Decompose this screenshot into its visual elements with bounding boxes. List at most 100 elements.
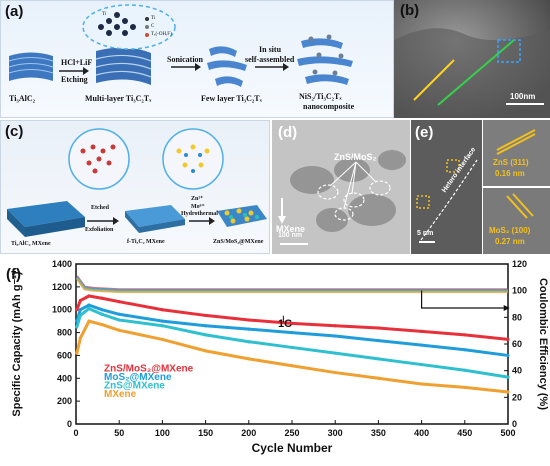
data-point [420, 382, 424, 386]
y2-tick-label: 40 [512, 366, 522, 376]
particle-circle-3 [369, 180, 391, 196]
data-point [376, 338, 380, 343]
data-point [290, 345, 294, 350]
data-point [87, 306, 91, 311]
arrow-1 [59, 67, 89, 75]
data-point [506, 353, 510, 358]
data-point [376, 357, 380, 361]
x-tick-label: 350 [371, 428, 386, 438]
plot-frame [75, 263, 509, 425]
panel-e-micrograph [411, 120, 482, 254]
data-point [420, 329, 424, 334]
data-point [117, 318, 121, 322]
panel-b-tem-image: (b) 100nm [394, 0, 550, 118]
zns-plane-label: ZnS (311) [493, 158, 529, 167]
data-point [463, 368, 467, 372]
panel-a-schematic [8, 4, 353, 87]
data-point [100, 308, 104, 312]
x-tick-label: 400 [414, 428, 429, 438]
legend-entry-1: MoS₂@MXene [104, 372, 172, 383]
y-tick-label: 0 [67, 419, 72, 429]
few-layer-label: Few layer Ti₃C₂Tₓ [201, 94, 262, 103]
particle-circle-1 [317, 184, 339, 200]
zns-lattice [483, 120, 550, 186]
data-point [160, 337, 164, 342]
x-tick-label: 50 [114, 428, 124, 438]
few-layer-flakes [207, 46, 247, 87]
legend-c-dot [145, 25, 149, 29]
mos2-plane-label: MoS₂ (100) [489, 226, 531, 235]
data-point [290, 321, 294, 326]
sonication-label: Sonication [167, 55, 204, 64]
bubble-left [68, 128, 130, 190]
y-tick-label: 600 [57, 350, 72, 360]
panel-f-cycling-chart: 0 50 100 150 200 250 300 350 400 450 500 0 200 400 600… [0, 256, 550, 466]
data-point [333, 334, 337, 338]
x-tick-label: 500 [500, 428, 515, 438]
capacity-series-1 [75, 303, 509, 357]
zoom-box [497, 39, 521, 63]
data-point [420, 343, 424, 347]
c-material-2: f-Ti₃C₂ MXene [127, 239, 165, 245]
y-tick-label: 200 [57, 396, 72, 406]
rate-label: 1C [278, 318, 293, 330]
mos2-spacing-label: 0.27 nm [495, 237, 525, 246]
y2-tick-label: 120 [512, 259, 527, 269]
hydrothermal-label: Hydrothermal [181, 211, 218, 217]
data-point [247, 318, 251, 322]
c-material-1: Ti₃AlC₂ MXene [11, 241, 51, 247]
y2-tick-label: 60 [512, 339, 522, 349]
chart-axes: 0 50 100 150 200 250 300 350 400 450 5000200400600… [11, 259, 549, 455]
legend-tx-dot [145, 33, 149, 37]
zn-label: Zn²⁺ [191, 196, 204, 202]
panel-e-inset-zns: ZnS (311) 0.16 nm [483, 120, 550, 186]
atomic-structure-bubble [82, 4, 176, 50]
x-tick-label: 450 [457, 428, 472, 438]
y2-axis-label: Coulombic Efficiency (%) [537, 278, 549, 410]
data-point [247, 357, 251, 361]
x-tick-label: 0 [73, 428, 78, 438]
data-point [160, 308, 164, 312]
y-tick-label: 800 [57, 328, 72, 338]
ce-axis-arrowhead [503, 305, 510, 311]
y-axis-label: Specific Capacity (mAh g⁻¹) [11, 271, 23, 417]
panel-d-label: (d) [278, 124, 298, 141]
data-point [160, 319, 164, 323]
y-tick-label: 1000 [52, 305, 72, 315]
nanocomposite-label-1: NiS₂/Ti₃C₂Tₓ [299, 92, 342, 101]
panel-c-label: (c) [5, 123, 24, 140]
panel-d-micrograph [272, 120, 410, 254]
y2-tick-label: 100 [512, 286, 527, 296]
data-point [290, 330, 294, 335]
nanocomposite [297, 34, 353, 85]
data-point [506, 337, 510, 342]
legend-entry-3: MXene [104, 389, 137, 400]
data-point [87, 303, 91, 307]
panel-f-label: (f) [6, 266, 21, 283]
ce-axis-arrow [421, 290, 504, 309]
data-point [463, 385, 467, 390]
legend-tx-text: Tₓ(-OH,F) [151, 32, 172, 37]
bubble-right [162, 128, 224, 190]
data-point [376, 376, 380, 380]
data-point [87, 294, 91, 298]
y-tick-label: 400 [57, 373, 72, 383]
legend-ti-text: Ti [151, 16, 156, 21]
capacity-series-2 [75, 306, 509, 379]
y2-tick-label: 0 [512, 419, 517, 429]
data-point [100, 312, 104, 316]
composite-block [217, 205, 267, 227]
data-point [204, 324, 208, 328]
data-point [78, 298, 82, 303]
self-assembled-label: self-assembled [245, 55, 295, 64]
legend-entry-2: ZnS@MXene [104, 381, 165, 392]
y-tick-label: 1200 [52, 282, 72, 292]
panel-c-schematic [7, 128, 267, 237]
multilayer-stack [95, 47, 152, 85]
f-mxene-block [125, 205, 185, 233]
ce-series-0 [75, 275, 508, 291]
data-point [290, 364, 294, 368]
c-material-3: ZnS/MoS₂@MXene [213, 239, 264, 245]
etched-label: Etched [91, 205, 109, 211]
zns-spacing-label: 0.16 nm [495, 169, 525, 178]
